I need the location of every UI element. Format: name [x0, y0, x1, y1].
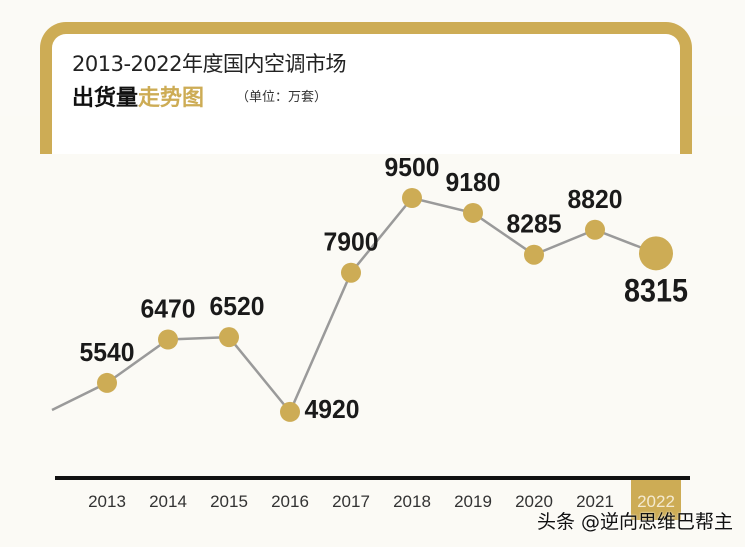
title-frame [40, 22, 692, 154]
highlight-column [631, 480, 681, 520]
data-point [524, 244, 544, 265]
data-point [585, 219, 605, 240]
x-tick-label: 2014 [149, 492, 187, 511]
data-label: 4920 [305, 394, 360, 424]
subtitle-gold: 走势图 [138, 86, 205, 111]
x-tick-label: 2015 [210, 492, 248, 511]
x-tick-label: 2016 [271, 492, 309, 511]
data-point [402, 188, 422, 208]
data-label: 6470 [141, 294, 196, 324]
data-label: 7900 [324, 227, 379, 257]
data-point [463, 202, 483, 223]
data-point [341, 262, 361, 283]
data-label: 9180 [446, 167, 501, 197]
chart-title: 2013-2022年度国内空调市场 [72, 52, 346, 76]
data-label: 8285 [507, 209, 562, 239]
data-label: 9500 [385, 152, 440, 182]
x-tick-label: 2020 [515, 492, 553, 511]
data-point [639, 236, 673, 271]
x-tick-label: 2021 [576, 492, 614, 511]
x-tick-label: 2019 [454, 492, 492, 511]
data-label: 8820 [568, 184, 623, 214]
watermark: 头条 @逆向思维巴帮主 [537, 511, 734, 533]
x-tick-label: 2018 [393, 492, 431, 511]
data-point [219, 327, 239, 348]
x-tick-label: 2017 [332, 492, 370, 511]
chart-background [0, 116, 745, 547]
data-point [158, 329, 178, 350]
chart-subtitle: 出货量走势图 [72, 80, 204, 112]
data-point [280, 401, 300, 422]
data-label: 6520 [210, 291, 265, 321]
subtitle-black: 出货量 [72, 86, 139, 111]
data-label: 8315 [624, 272, 688, 308]
data-point [97, 372, 117, 393]
x-tick-label: 2013 [88, 492, 126, 511]
x-tick-label: 2022 [637, 492, 675, 511]
data-label: 5540 [80, 337, 135, 367]
unit-label: （单位：万套） [236, 90, 328, 105]
